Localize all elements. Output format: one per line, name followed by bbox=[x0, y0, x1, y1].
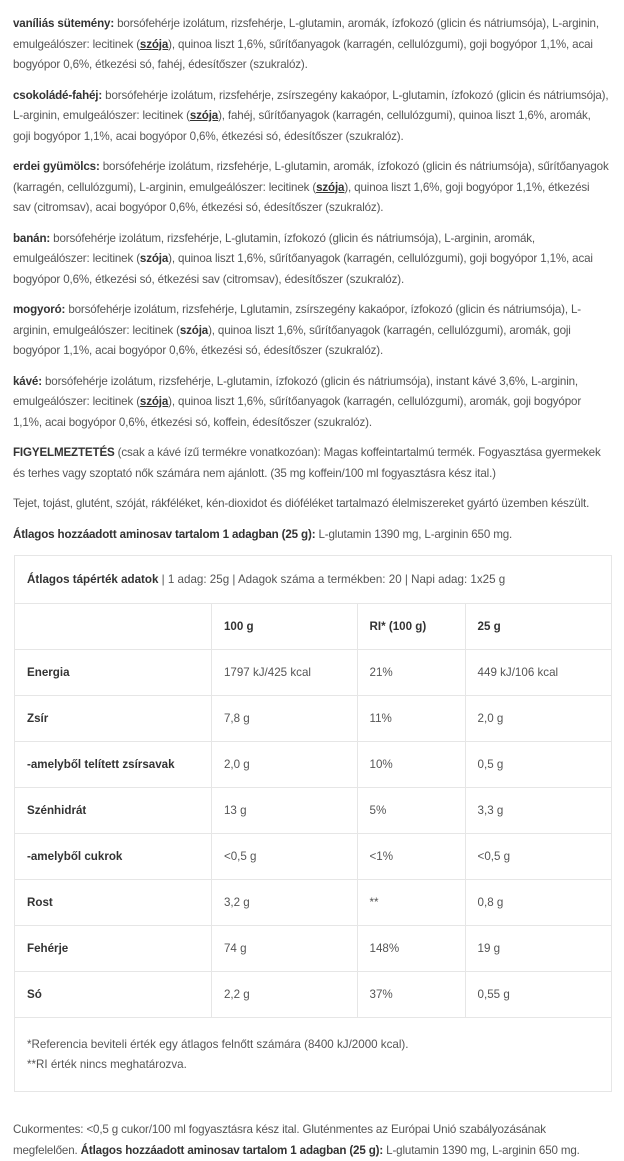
nutrient-value: 74 g bbox=[210, 925, 358, 972]
text: borsófehérje izolátum, rizsfehérje, Lglu… bbox=[13, 303, 581, 337]
bold-label: kávé: bbox=[13, 374, 42, 388]
text: ), quinoa liszt 1,6%, goji bogyópor 1,1%… bbox=[13, 180, 590, 215]
nutrient-name: Zsír bbox=[14, 695, 212, 742]
nutrition-table-header: Átlagos tápérték adatok | 1 adag: 25g | … bbox=[14, 555, 612, 604]
column-header: 25 g bbox=[464, 603, 613, 650]
text: ), quinoa liszt 1,6%, sűrítőanyagok (kar… bbox=[13, 323, 571, 358]
bold-label: Átlagos hozzáadott aminosav tartalom 1 a… bbox=[13, 527, 316, 541]
column-header: 100 g bbox=[210, 603, 358, 650]
nutrient-name: Fehérje bbox=[14, 925, 212, 972]
ingredient-paragraph: vaníliás sütemény: borsófehérje izolátum… bbox=[13, 14, 610, 76]
ingredient-paragraph: csokoládé-fahéj: borsófehérje izolátum, … bbox=[13, 86, 610, 148]
ingredients-list: vaníliás sütemény: borsófehérje izolátum… bbox=[13, 14, 610, 545]
nutrient-name: Szénhidrát bbox=[14, 787, 212, 834]
nutrition-table: Átlagos tápérték adatok | 1 adag: 25g | … bbox=[14, 555, 613, 1092]
nutrient-value: 0,8 g bbox=[464, 879, 613, 926]
nutrient-name: Rost bbox=[14, 879, 212, 926]
nutrient-value: 5% bbox=[356, 787, 466, 834]
text: L-glutamin 1390 mg, L-arginin 650 mg. bbox=[315, 527, 513, 541]
nutrient-value: 0,5 g bbox=[464, 741, 613, 788]
nutrient-value: 3,3 g bbox=[464, 787, 613, 834]
text: borsófehérje izolátum, rizsfehérje, L-gl… bbox=[13, 231, 535, 266]
table-row: Fehérje 74 g 148% 19 g bbox=[14, 925, 613, 972]
allergen-highlight: szója bbox=[139, 37, 169, 51]
text: borsófehérje izolátum, rizsfehérje, L-gl… bbox=[13, 160, 609, 194]
nutrient-value: 148% bbox=[356, 925, 466, 972]
allergen-highlight: szója bbox=[189, 109, 219, 122]
ingredient-paragraph: banán: borsófehérje izolátum, rizsfehérj… bbox=[13, 229, 610, 291]
nutrient-value: 11% bbox=[356, 695, 466, 742]
nutrient-value: 19 g bbox=[464, 925, 613, 972]
nutrient-value: 21% bbox=[356, 649, 466, 696]
text: ), quinoa liszt 1,6%, sűrítőanyagok (kar… bbox=[13, 37, 593, 72]
nutrient-name: -amelyből telített zsírsavak bbox=[14, 741, 212, 788]
bold-label: szója bbox=[139, 252, 169, 265]
text: borsófehérje izolátum, rizsfehérje, zsír… bbox=[13, 88, 609, 123]
nutrient-value: 3,2 g bbox=[210, 879, 358, 926]
nutrient-value: <0,5 g bbox=[464, 833, 613, 880]
nutrition-subtitle: | 1 adag: 25g | Adagok száma a termékben… bbox=[158, 573, 506, 586]
nutrient-value: <1% bbox=[356, 833, 466, 880]
bold-label: banán: bbox=[13, 231, 51, 245]
text: Tejet, tojást, glutént, szóját, rákfélék… bbox=[13, 497, 590, 510]
table-row: Zsír 7,8 g 11% 2,0 g bbox=[14, 695, 613, 742]
nutrient-value: 1797 kJ/425 kcal bbox=[210, 649, 358, 696]
nutrient-value: 37% bbox=[356, 971, 466, 1018]
ingredient-paragraph: kávé: borsófehérje izolátum, rizsfehérje… bbox=[13, 372, 610, 434]
nutrient-name: Energia bbox=[14, 649, 212, 696]
table-row: Só 2,2 g 37% 0,55 g bbox=[14, 971, 613, 1018]
nutrient-value: 10% bbox=[356, 741, 466, 788]
column-headers: 100 g RI* (100 g) 25 g bbox=[14, 603, 613, 650]
text: L-glutamin 1390 mg, L-arginin 650 mg. bbox=[383, 1143, 580, 1157]
nutrient-value: 2,0 g bbox=[210, 741, 358, 788]
table-row: Energia 1797 kJ/425 kcal 21% 449 kJ/106 kca… bbox=[14, 649, 613, 696]
nutrient-value: 449 kJ/106 kcal bbox=[464, 649, 613, 696]
ingredient-paragraph: mogyoró: borsófehérje izolátum, rizsfehé… bbox=[13, 300, 610, 362]
ingredient-paragraph: erdei gyümölcs: borsófehérje izolátum, r… bbox=[13, 157, 610, 219]
nutrition-notes: *Referencia beviteli érték egy átlagos f… bbox=[14, 1017, 612, 1092]
ingredient-paragraph: Tejet, tojást, glutént, szóját, rákfélék… bbox=[13, 494, 610, 515]
text: borsófehérje izolátum, rizsfehérje, L-gl… bbox=[13, 374, 578, 409]
note-ri: *Referencia beviteli érték egy átlagos f… bbox=[27, 1037, 409, 1051]
bold-label: Átlagos hozzáadott aminosav tartalom 1 a… bbox=[80, 1143, 384, 1157]
bold-label: csokoládé-fahéj: bbox=[13, 88, 103, 102]
note-ri-undefined: **RI érték nincs meghatározva. bbox=[27, 1057, 187, 1071]
nutrient-value: 2,2 g bbox=[210, 971, 358, 1018]
bold-label: mogyoró: bbox=[13, 303, 66, 316]
nutrient-value: 2,0 g bbox=[464, 695, 613, 742]
bold-label: vaníliás sütemény: bbox=[13, 17, 115, 30]
column-header: RI* (100 g) bbox=[356, 603, 466, 650]
nutrient-value: 0,55 g bbox=[464, 971, 613, 1018]
allergen-highlight: szója bbox=[316, 180, 345, 194]
table-row: -amelyből telített zsírsavak 2,0 g 10% 0,5 … bbox=[14, 741, 613, 788]
nutrient-value: <0,5 g bbox=[210, 833, 358, 880]
ingredient-paragraph: Átlagos hozzáadott aminosav tartalom 1 a… bbox=[13, 525, 610, 546]
nutrient-value: ** bbox=[356, 879, 466, 926]
nutrient-name: Só bbox=[14, 971, 212, 1018]
nutrition-title: Átlagos tápérték adatok bbox=[27, 573, 159, 586]
nutrient-value: 7,8 g bbox=[210, 695, 358, 742]
table-row: Szénhidrát 13 g 5% 3,3 g bbox=[14, 787, 613, 834]
text: ), quinoa liszt 1,6%, sűrítőanyagok (kar… bbox=[13, 395, 582, 429]
footer-note: Cukormentes: <0,5 g cukor/100 ml fogyasz… bbox=[13, 1120, 610, 1161]
bold-label: FIGYELMEZTETÉS bbox=[13, 446, 115, 459]
table-row: -amelyből cukrok <0,5 g <1% <0,5 g bbox=[14, 833, 613, 880]
text: borsófehérje izolátum, rizsfehérje, L-gl… bbox=[13, 17, 599, 51]
text: ), quinoa liszt 1,6%, sűrítőanyagok (kar… bbox=[13, 252, 593, 286]
allergen-highlight: szója bbox=[139, 395, 169, 408]
table-row: Rost 3,2 g ** 0,8 g bbox=[14, 879, 613, 926]
nutrient-value: 13 g bbox=[210, 787, 358, 834]
text: (csak a kávé ízű termékre vonatkozóan): … bbox=[13, 446, 601, 480]
column-header bbox=[14, 603, 212, 650]
bold-label: szója bbox=[179, 323, 209, 337]
nutrient-name: -amelyből cukrok bbox=[14, 833, 212, 880]
bold-label: erdei gyümölcs: bbox=[13, 160, 100, 173]
text: ), fahéj, sűrítőanyagok (karragén, cellu… bbox=[13, 109, 591, 143]
ingredient-paragraph: FIGYELMEZTETÉS (csak a kávé ízű termékre… bbox=[13, 443, 610, 484]
